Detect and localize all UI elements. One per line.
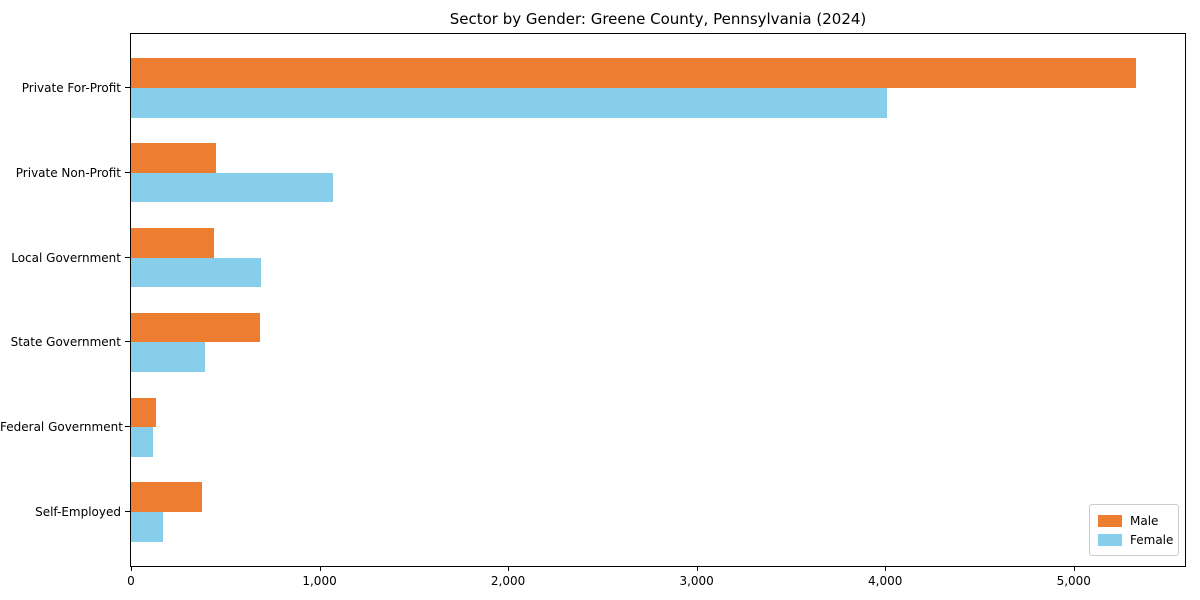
x-tick-label-2000: 2,000 [490,574,526,588]
bar-male-state-government [131,312,261,343]
legend-item-male: Male [1098,511,1170,530]
x-tick-label-3000: 3,000 [679,574,714,588]
legend-item-female: Female [1098,530,1174,549]
x-tick-mark [696,567,698,571]
bar-female-private-for-profit [131,87,888,118]
bar-male-private-non-profit [131,143,216,173]
y-tick-mark [125,256,130,258]
legend-label-female: Female [1130,532,1174,547]
legend-swatch-male [1098,514,1122,527]
bar-female-state-government [131,342,205,373]
bar-male-local-government [131,227,214,258]
bar-female-local-government [131,257,262,288]
y-tick-mark [125,86,130,88]
y-tick-label-private-for-profit: Private For-Profit [21,80,121,95]
y-tick-label-state-government: State Government [10,335,121,350]
bar-male-private-for-profit [131,58,1136,88]
y-tick-label-private-non-profit: Private Non-Profit [15,165,121,180]
x-tick-mark [1073,567,1075,571]
bar-female-self-employed [131,512,164,542]
legend: Male Female [1089,504,1179,556]
plot-area [130,33,1186,567]
x-tick-label-5000: 5,000 [1056,574,1091,588]
y-tick-label-federal-government: Federal Government [0,420,123,435]
y-tick-label-local-government: Local Government [11,250,121,265]
y-tick-label-self-employed: Self-Employed [35,505,121,520]
x-tick-mark [885,567,887,571]
y-tick-mark [125,426,130,428]
x-tick-label-0: 0 [127,574,135,588]
x-tick-mark [319,567,321,571]
x-tick-label-4000: 4,000 [868,574,903,588]
legend-label-male: Male [1130,513,1159,528]
x-tick-mark [508,567,510,571]
x-tick-label-1000: 1,000 [302,574,337,588]
y-tick-mark [125,341,130,343]
bar-female-federal-government [131,427,153,457]
legend-swatch-female [1098,533,1122,546]
bar-female-private-non-profit [131,172,333,203]
bar-male-self-employed [131,482,202,513]
x-tick-mark [131,567,132,571]
y-tick-mark [125,511,130,513]
chart-title: Sector by Gender: Greene County, Pennsyl… [449,10,867,28]
bar-male-federal-government [131,397,156,428]
y-tick-mark [125,171,130,173]
